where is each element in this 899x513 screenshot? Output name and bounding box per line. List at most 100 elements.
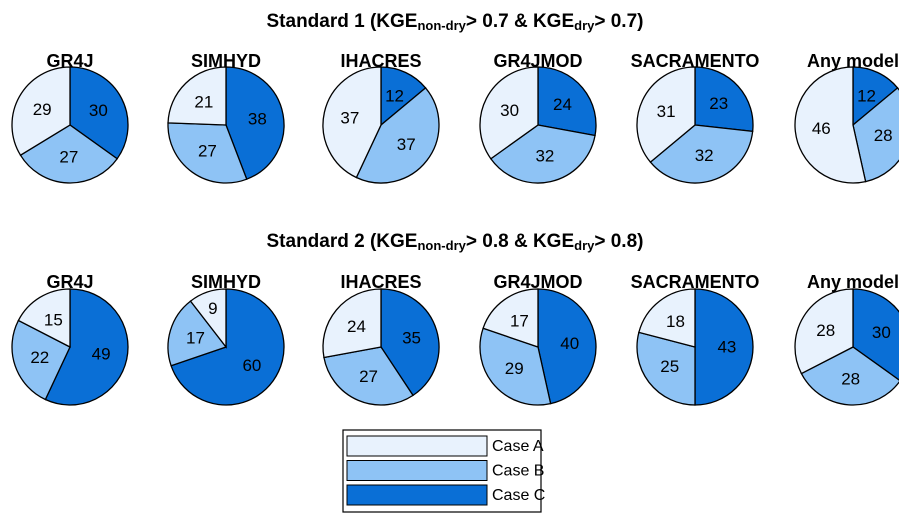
slice-label: 49 (92, 344, 111, 363)
slice-label: 17 (186, 328, 205, 347)
pie-title: GR4JMOD (493, 51, 582, 71)
slice-label: 28 (841, 369, 860, 388)
pie-title: SACRAMENTO (631, 51, 760, 71)
slice-label: 30 (89, 101, 108, 120)
slice-label: 25 (660, 357, 679, 376)
slice-label: 24 (553, 95, 572, 114)
pie-slice (794, 288, 854, 375)
pie-slice (852, 86, 899, 183)
heading-part: > 0.7) (594, 11, 643, 32)
pie-title: SIMHYD (191, 51, 261, 71)
slice-label: 17 (510, 312, 529, 331)
pie-slice (19, 124, 119, 184)
pie-slice (694, 288, 754, 406)
pie-title: IHACRES (340, 272, 421, 292)
slice-label: 29 (505, 359, 524, 378)
heading-part: > 0.7 & KGE (466, 11, 574, 32)
slice-label: 27 (59, 147, 78, 166)
subscript: non-dry (417, 18, 466, 33)
pie-slice (649, 124, 754, 184)
slice-label: 27 (198, 141, 217, 160)
subscript: dry (574, 238, 595, 253)
slice-label: 27 (359, 367, 378, 386)
slice-label: 9 (208, 299, 217, 318)
slice-label: 15 (44, 310, 63, 329)
slice-label: 30 (500, 101, 519, 120)
slice-label: 28 (874, 126, 893, 145)
pie-slice (537, 288, 597, 405)
pie-slice (322, 288, 382, 359)
pie-title: GR4J (46, 272, 93, 292)
legend-label: Case B (492, 463, 544, 480)
slice-label: 32 (695, 146, 714, 165)
pie-slice (167, 122, 248, 184)
slice-label: 60 (242, 356, 261, 375)
slice-label: 28 (816, 321, 835, 340)
slice-label: 37 (340, 109, 359, 128)
pie-slice (537, 66, 597, 137)
legend-label: Case A (492, 438, 544, 455)
slice-label: 46 (812, 119, 831, 138)
pie-slice (17, 288, 71, 349)
slice-label: 18 (666, 312, 685, 331)
heading-part: Standard 2 (KGE (267, 231, 418, 252)
pie-slice (323, 346, 414, 406)
pie-title: SACRAMENTO (631, 272, 760, 292)
slice-label: 31 (657, 102, 676, 121)
slice-label: 32 (535, 147, 554, 166)
slice-label: 40 (560, 334, 579, 353)
legend-label: Case C (492, 487, 545, 504)
subscript: non-dry (417, 238, 466, 253)
legend-swatch (346, 484, 488, 506)
slice-label: 30 (872, 323, 891, 342)
heading-part: > 0.8) (594, 231, 643, 252)
pie-slice (794, 66, 867, 184)
pie-title: GR4JMOD (493, 272, 582, 292)
pie-slice (167, 300, 228, 367)
pie-slice (189, 288, 227, 349)
pie-slice (355, 86, 440, 184)
pie-slice (482, 288, 539, 348)
pie-slice (479, 327, 552, 406)
pie-slice (167, 66, 227, 126)
pie-title: Any model (807, 272, 899, 292)
section-heading: Standard 1 (KGEnon-dry> 0.7 & KGEdry> 0.… (267, 11, 644, 33)
pie-title: SIMHYD (191, 272, 261, 292)
pie-slice (11, 66, 71, 157)
slice-label: 24 (347, 317, 366, 336)
pie-slice (636, 331, 696, 406)
pie-title: IHACRES (340, 51, 421, 71)
pie-slice (489, 124, 596, 184)
pie-slice (852, 288, 899, 381)
slice-label: 12 (857, 87, 876, 106)
slice-label: 37 (397, 135, 416, 154)
slice-label: 35 (402, 328, 421, 347)
slice-label: 43 (717, 337, 736, 356)
pie-slice (44, 288, 129, 406)
pie-slice (225, 66, 285, 181)
slice-label: 21 (194, 93, 213, 112)
pie-title: GR4J (46, 51, 93, 71)
pie-slice (479, 66, 539, 160)
pie-slice (322, 66, 382, 179)
section-heading: Standard 2 (KGEnon-dry> 0.8 & KGEdry> 0.… (267, 231, 644, 253)
slice-label: 38 (248, 110, 267, 129)
slice-label: 23 (709, 94, 728, 113)
legend-swatch (346, 435, 488, 457)
slice-label: 29 (33, 100, 52, 119)
slice-label: 22 (30, 348, 49, 367)
pie-slice (380, 66, 427, 127)
pie-slice (636, 66, 696, 164)
slice-label: 12 (385, 87, 404, 106)
pie-slice (170, 288, 285, 406)
pie-slice (852, 66, 899, 127)
pie-slice (638, 288, 696, 348)
pie-slice (694, 66, 754, 133)
pie-title: Any model (807, 51, 899, 71)
heading-part: Standard 1 (KGE (267, 11, 418, 32)
subscript: dry (574, 18, 595, 33)
legend-swatch (346, 460, 488, 481)
heading-part: > 0.8 & KGE (466, 231, 574, 252)
pie-slice (69, 66, 129, 160)
